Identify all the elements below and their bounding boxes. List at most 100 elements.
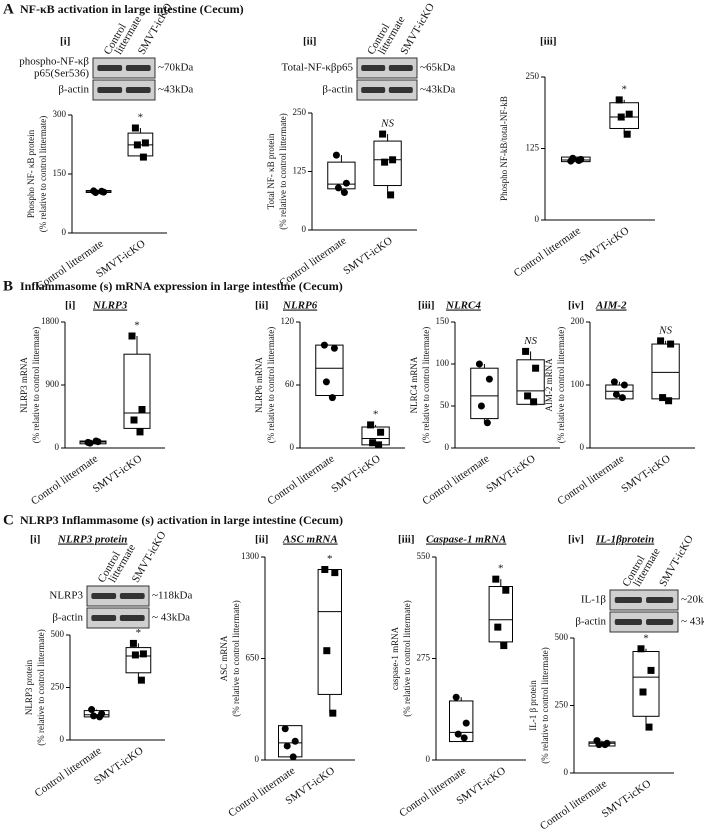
point	[620, 381, 628, 389]
y-tick-label: 120	[281, 316, 295, 326]
y-axis-label: (% relative to control littermate)	[278, 113, 288, 229]
point	[483, 419, 491, 427]
panel-label: [ii]	[255, 300, 268, 312]
point	[494, 623, 502, 631]
x-tick-label: SMVT-icKO	[484, 453, 538, 496]
y-tick-label: 0	[535, 214, 540, 224]
point	[665, 397, 673, 405]
y-tick-label: 150	[436, 316, 450, 326]
y-axis-label: AIM-2 mRNA	[544, 358, 554, 412]
y-axis-label: ASC mRNA	[219, 635, 229, 681]
blot	[609, 611, 679, 633]
point	[381, 158, 389, 166]
band	[614, 597, 642, 603]
point	[522, 347, 530, 355]
band	[125, 65, 151, 71]
blot	[86, 585, 150, 607]
y-tick-label: 125	[526, 143, 540, 153]
point	[96, 713, 104, 721]
y-tick-label: 250	[555, 700, 569, 710]
section-letter: B	[3, 278, 13, 294]
x-tick-label: SMVT-icKO	[600, 778, 654, 821]
panel-title: NLRP6	[282, 300, 318, 312]
band	[119, 593, 145, 599]
point	[532, 364, 540, 372]
blot-size: ~70kDa	[158, 62, 193, 74]
y-axis-label: (% relative to control littermate)	[231, 600, 241, 716]
x-tick-label: Control littermate	[265, 453, 336, 508]
panel-label: [i]	[65, 300, 75, 312]
panel-title: NLRP3	[92, 300, 128, 312]
point	[139, 650, 147, 658]
point	[477, 402, 485, 410]
point	[131, 124, 139, 132]
y-tick-label: 0	[60, 734, 65, 744]
blot-size: ~ 43kDa	[681, 616, 704, 628]
panel-label: [iii]	[398, 534, 415, 546]
point	[524, 392, 532, 400]
x-tick-label: Control littermate	[226, 765, 297, 820]
box	[125, 647, 152, 674]
box	[327, 161, 356, 190]
x-tick-label: Control littermate	[512, 225, 583, 280]
point	[136, 428, 144, 436]
x-tick-label: Control littermate	[29, 453, 100, 508]
point	[452, 693, 460, 701]
point	[90, 712, 98, 720]
blot-label: phospho-NF-κβ	[19, 56, 89, 68]
point	[367, 421, 375, 429]
box	[488, 586, 514, 643]
point	[138, 406, 146, 413]
y-tick-label: 100	[571, 379, 585, 389]
point	[369, 439, 377, 447]
panel-title: Caspase-1 mRNA	[426, 534, 506, 546]
y-tick-label: 900	[46, 379, 60, 389]
y-axis-label: (% relative to control littermate)	[266, 327, 276, 443]
significance: *	[138, 112, 144, 124]
x-tick-label: Control littermate	[33, 745, 104, 800]
x-tick-label: Control littermate	[397, 765, 468, 820]
significance: NS	[658, 324, 672, 336]
y-axis-label: (% relative to control littermate)	[402, 600, 412, 716]
y-tick-label: 0	[62, 227, 67, 237]
box	[632, 651, 660, 717]
point	[88, 706, 96, 714]
point	[659, 394, 667, 402]
band	[646, 597, 674, 603]
point	[612, 390, 620, 398]
point	[623, 130, 631, 138]
y-axis-label: (% relative to control littermate)	[31, 327, 41, 443]
blot-label: p65(Ser536)	[34, 68, 89, 80]
y-tick-label: 0	[426, 754, 431, 764]
box	[317, 568, 343, 695]
blot-size: ~118kDa	[152, 590, 192, 602]
point	[128, 332, 136, 340]
y-axis-label: IL-1 β protein	[528, 680, 538, 731]
y-tick-label: 125	[293, 166, 307, 176]
point	[460, 734, 468, 742]
blot-label: NLRP3	[49, 590, 83, 602]
box	[470, 367, 499, 420]
point	[141, 139, 149, 147]
y-tick-label: 250	[526, 71, 540, 81]
point	[667, 340, 675, 348]
blot	[356, 57, 418, 79]
band	[97, 65, 123, 71]
y-tick-label: 1300	[241, 551, 260, 561]
significance: *	[136, 627, 142, 639]
point	[500, 642, 508, 650]
y-tick-label: 150	[53, 168, 67, 178]
band	[119, 615, 145, 621]
y-axis-label: NLRP3 mRNA	[19, 357, 29, 413]
x-tick-label: Control littermate	[555, 453, 626, 508]
band	[614, 619, 642, 625]
x-tick-label: SMVT-icKO	[578, 225, 632, 268]
point	[323, 647, 331, 655]
point	[133, 141, 141, 149]
point	[645, 723, 653, 731]
band	[388, 65, 413, 71]
point	[131, 651, 139, 659]
section-title: NLRP3 Inflammasome (s) activation in lar…	[20, 513, 343, 527]
y-tick-label: 100	[436, 358, 450, 368]
